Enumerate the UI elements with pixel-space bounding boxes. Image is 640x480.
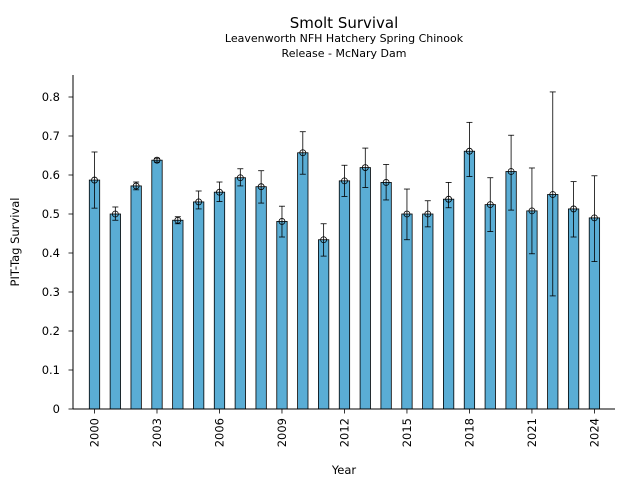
- point-marker-2006: [216, 188, 223, 196]
- bar-2002: [130, 185, 142, 410]
- x-tick-label: 2003: [150, 418, 164, 447]
- x-tick-label: 2018: [462, 418, 476, 447]
- y-tick-label: 0.3: [42, 285, 60, 299]
- point-marker-2008: [257, 183, 265, 191]
- y-tick-label: 0: [53, 402, 60, 416]
- x-tick-label: 2000: [88, 418, 102, 447]
- point-marker-2021: [528, 207, 536, 215]
- point-marker-2017: [445, 195, 453, 203]
- x-tick-label: 2024: [587, 418, 601, 447]
- y-tick-label: 0.2: [42, 324, 60, 338]
- y-tick-label: 0.1: [42, 363, 60, 377]
- y-axis-label: PIT-Tag Survival: [8, 198, 22, 287]
- bar-2018: [463, 150, 476, 410]
- bar-2023: [567, 208, 580, 410]
- point-marker-2012: [341, 177, 348, 185]
- bar-2003: [151, 159, 163, 410]
- point-marker-2004: [174, 216, 182, 224]
- chart-subtitle-line2: Release - McNary Dam: [282, 47, 407, 60]
- y-tick-label: 0.5: [42, 207, 60, 221]
- point-marker-2011: [320, 236, 328, 244]
- point-marker-2001: [111, 210, 119, 218]
- point-marker-2022: [549, 191, 557, 198]
- chart-title: Smolt Survival: [290, 14, 399, 32]
- bar-2007: [234, 177, 246, 410]
- point-marker-2005: [195, 198, 203, 206]
- bar-2012: [338, 180, 351, 410]
- x-tick-label: 2021: [525, 418, 539, 447]
- point-marker-2015: [403, 210, 411, 218]
- y-ticks-group: 0 0.1 0.2 0.3 0.4 0.5 0.6 0.7 0.8: [42, 90, 73, 416]
- error-bars-group: [91, 91, 598, 297]
- bar-2008: [255, 186, 267, 410]
- y-tick-label: 0.6: [42, 168, 60, 182]
- point-marker-2010: [299, 149, 307, 157]
- bar-2005: [193, 201, 205, 410]
- bar-2011: [318, 239, 330, 410]
- y-tick-label: 0.7: [42, 129, 60, 143]
- point-marker-2019: [486, 201, 494, 209]
- point-marker-2000: [91, 176, 98, 184]
- x-tick-label: 2015: [400, 418, 414, 447]
- x-tick-label: 2012: [337, 418, 351, 447]
- point-marker-2009: [278, 218, 286, 225]
- x-axis-label: Year: [331, 463, 357, 477]
- point-marker-2007: [236, 174, 244, 182]
- bar-2004: [172, 219, 184, 410]
- point-marker-2023: [570, 205, 577, 213]
- y-tick-label: 0.8: [42, 90, 60, 104]
- bar-2001: [109, 213, 121, 410]
- chart-subtitle-line1: Leavenworth NFH Hatchery Spring Chinook: [225, 32, 464, 45]
- bar-2009: [276, 221, 288, 410]
- bar-2017: [443, 198, 455, 410]
- point-marker-2020: [507, 168, 515, 175]
- bar-2016: [422, 213, 434, 410]
- point-marker-2003: [153, 156, 161, 164]
- x-ticks-group: 2000 2003 2006 2009 2012 2015 2018 2021 2024: [88, 409, 601, 447]
- point-marker-2016: [424, 210, 432, 218]
- bar-2013: [359, 167, 371, 410]
- y-tick-label: 0.4: [42, 246, 60, 260]
- point-marker-2014: [382, 179, 390, 186]
- bar-2010: [297, 152, 309, 410]
- point-marker-2024: [591, 214, 598, 222]
- point-marker-2002: [132, 182, 140, 190]
- point-marker-2013: [361, 164, 369, 171]
- x-tick-label: 2006: [212, 418, 226, 447]
- bar-2015: [401, 213, 413, 410]
- bar-2000: [88, 179, 101, 410]
- bar-2006: [213, 191, 226, 410]
- point-marker-2018: [466, 147, 473, 155]
- bar-2019: [484, 204, 496, 410]
- bar-2014: [380, 182, 392, 410]
- x-tick-label: 2009: [275, 418, 289, 447]
